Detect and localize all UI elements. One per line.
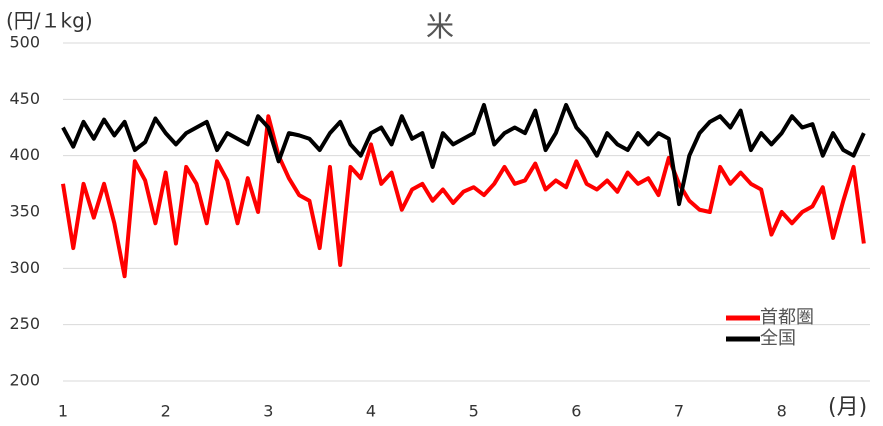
y-tick-label: 300: [9, 258, 40, 277]
line-series: [61, 102, 866, 207]
x-tick-label: 2: [161, 402, 171, 421]
y-tick-label: 400: [9, 145, 40, 164]
x-tick-label: 5: [469, 402, 479, 421]
y-tick-label: 350: [9, 202, 40, 221]
y-axis-label: (円/１kg): [6, 9, 93, 33]
chart-title: 米: [426, 10, 454, 43]
line-series: [61, 114, 866, 279]
legend-label: 首都圏: [760, 307, 814, 328]
y-tick-label: 500: [9, 33, 40, 52]
y-tick-label: 450: [9, 89, 40, 108]
x-tick-label: 7: [674, 402, 684, 421]
y-tick-label: 250: [9, 314, 40, 333]
x-axis-label: (月): [828, 395, 867, 420]
x-tick-label: 4: [366, 402, 376, 421]
legend-label: 全国: [760, 328, 796, 349]
y-tick-label: 200: [9, 371, 40, 390]
x-tick-label: 1: [58, 402, 68, 421]
x-tick-label: 6: [571, 402, 581, 421]
x-tick-label: 3: [263, 402, 273, 421]
x-tick-label: 8: [777, 402, 787, 421]
